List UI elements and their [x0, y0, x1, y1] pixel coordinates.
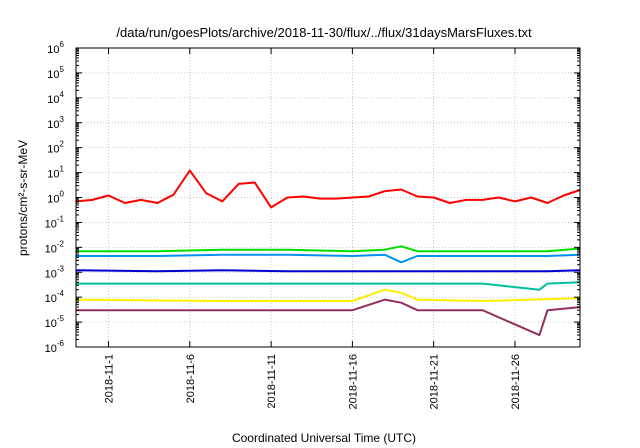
series-line-3 [76, 253, 581, 264]
y-tick-label: 10-4 [45, 289, 65, 305]
y-tick-label: 106 [47, 40, 64, 56]
series-line-7 [76, 298, 581, 337]
series-line-6 [75, 288, 581, 302]
x-axis: 2018-11-1 2018-11-6 2018-11-11 2018-11-16 20… [104, 48, 522, 409]
series-line-4 [75, 269, 581, 273]
series-line-1 [75, 169, 581, 209]
y-tick-label: 101 [47, 165, 64, 181]
y-axis: 10-6 10-5 10-4 10-3 10-2 10-1 100 101 102 103 104 1… [45, 40, 580, 355]
grid [76, 47, 580, 348]
x-axis-label: Coordinated Universal Time (UTC) [232, 431, 416, 445]
y-tick-label: 10-5 [45, 314, 65, 330]
y-tick-label: 102 [47, 140, 64, 156]
y-tick-label: 103 [47, 115, 64, 131]
series-layer [75, 169, 581, 337]
x-tick-label: 2018-11-16 [347, 354, 359, 409]
x-tick-label: 2018-11-26 [510, 354, 522, 409]
y-tick-label: 100 [47, 190, 64, 206]
x-tick-label: 2018-11-1 [104, 354, 116, 403]
y-tick-label: 10-2 [45, 239, 65, 255]
y-axis-label: protons/cm²-s-sr-MeV [16, 140, 30, 256]
x-tick-label: 2018-11-6 [185, 354, 197, 403]
y-tick-label: 10-1 [45, 214, 65, 230]
series-line-5 [76, 281, 581, 291]
x-tick-label: 2018-11-21 [429, 354, 441, 409]
y-tick-label: 104 [47, 90, 64, 106]
x-tick-label: 2018-11-11 [266, 354, 278, 409]
chart-title: /data/run/goesPlots/archive/2018-11-30/f… [116, 25, 532, 40]
y-tick-label: 105 [47, 65, 64, 81]
y-tick-label: 10-6 [45, 339, 65, 355]
series-line-2 [76, 245, 581, 253]
y-tick-label: 10-3 [45, 264, 65, 280]
